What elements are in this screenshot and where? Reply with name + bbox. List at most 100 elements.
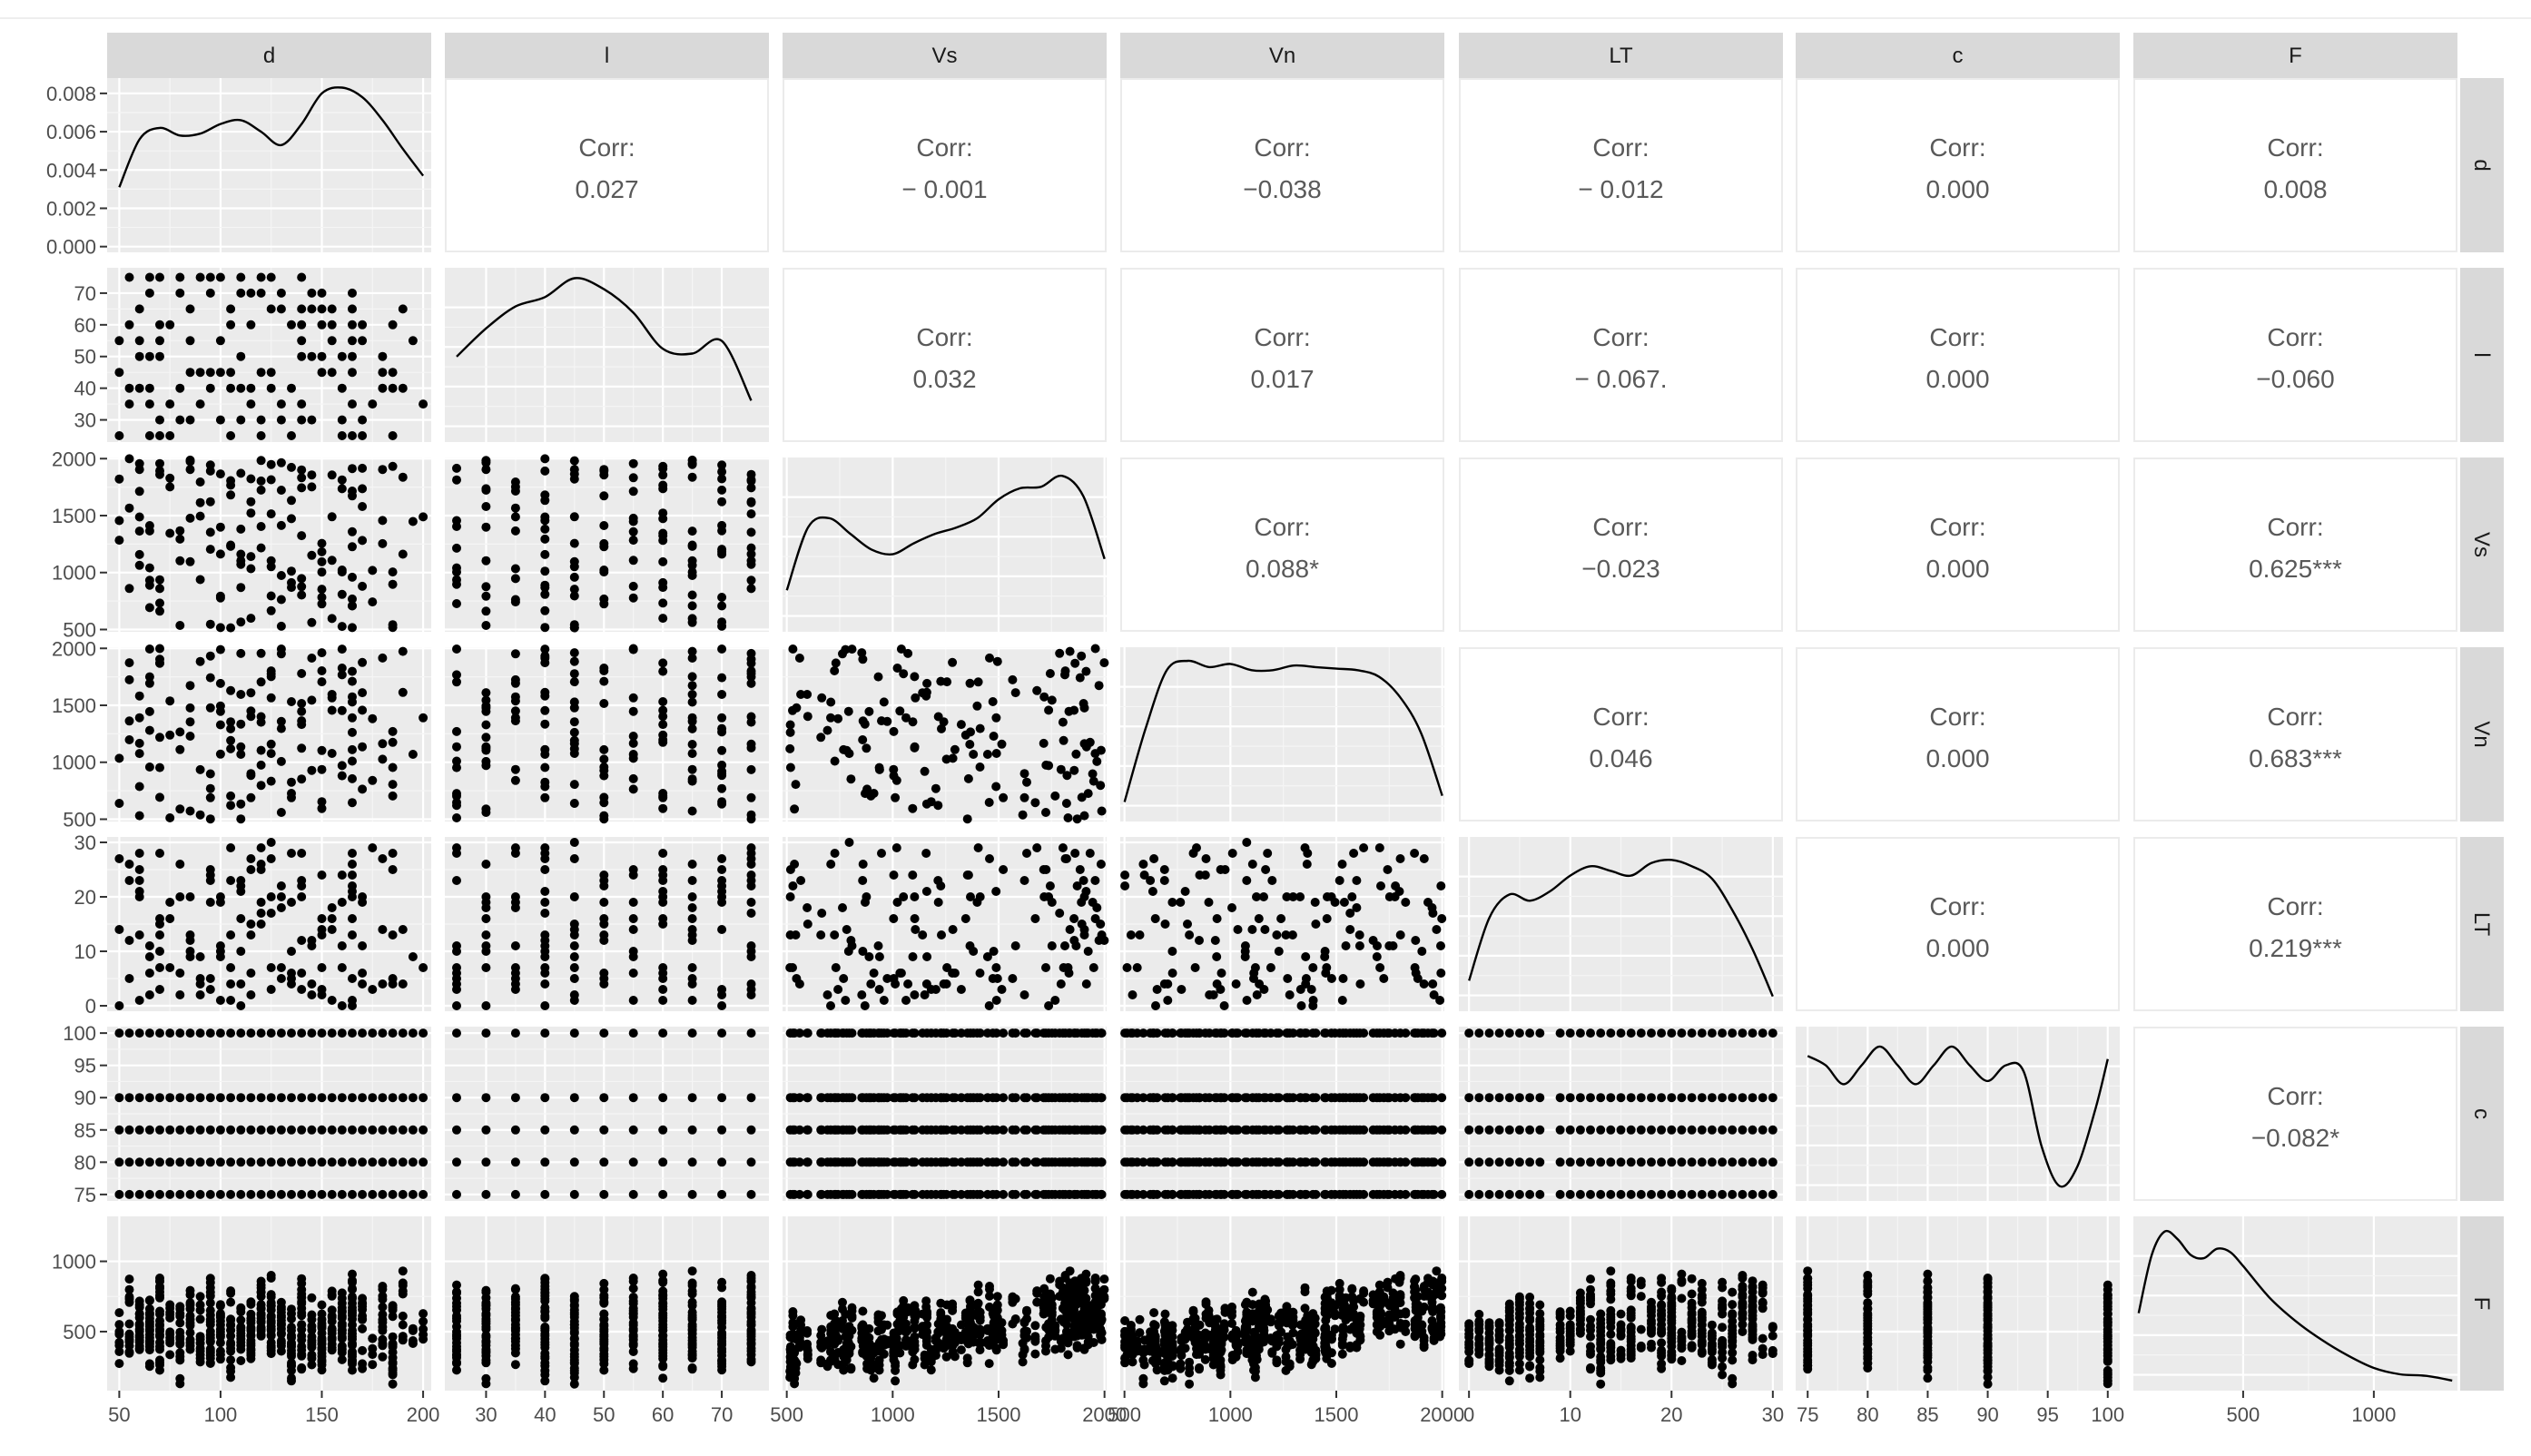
point	[788, 1307, 798, 1316]
point	[1401, 1307, 1411, 1317]
point	[165, 528, 175, 538]
point	[864, 1093, 874, 1103]
point	[205, 460, 215, 470]
point	[1768, 1125, 1778, 1135]
point	[236, 719, 246, 729]
point	[822, 725, 832, 735]
point	[1120, 1358, 1130, 1368]
point	[658, 920, 668, 929]
point	[1135, 930, 1145, 940]
panel-l-Vn: Corr:0.017	[1120, 268, 1444, 442]
point	[236, 1157, 246, 1167]
point	[1195, 1157, 1204, 1167]
point	[205, 792, 215, 802]
point	[746, 648, 756, 658]
point	[195, 952, 205, 961]
point	[215, 1189, 225, 1199]
point	[205, 1310, 215, 1320]
point	[933, 1338, 943, 1348]
point	[1050, 791, 1060, 801]
panel-Vn-d	[107, 644, 431, 824]
point	[746, 576, 756, 585]
point	[687, 590, 697, 600]
point	[226, 540, 236, 550]
point	[1050, 1325, 1060, 1335]
point	[746, 1093, 756, 1103]
point	[973, 1280, 983, 1290]
point	[1285, 1157, 1295, 1167]
point	[1301, 952, 1311, 961]
point	[155, 658, 164, 668]
point	[276, 963, 286, 972]
point	[1041, 808, 1050, 817]
point	[195, 810, 205, 820]
point	[889, 764, 899, 774]
point	[1283, 974, 1293, 983]
point	[918, 930, 928, 940]
point	[348, 1352, 357, 1362]
point	[1667, 1311, 1677, 1321]
point	[1274, 1338, 1284, 1347]
point	[908, 1028, 918, 1038]
point	[1586, 1332, 1595, 1342]
point	[985, 1291, 994, 1301]
point	[965, 1295, 975, 1305]
point	[817, 1324, 827, 1334]
corr-label: Corr:	[2267, 703, 2323, 731]
point	[1565, 1189, 1575, 1199]
panel-l-LT: Corr:− 0.067.	[1459, 268, 1783, 442]
point	[1738, 1093, 1748, 1103]
point	[307, 351, 317, 361]
point	[628, 1157, 638, 1167]
point	[266, 963, 276, 972]
point	[926, 1125, 936, 1135]
point	[236, 468, 246, 478]
point	[803, 690, 812, 699]
point	[1413, 1028, 1423, 1038]
point	[246, 771, 256, 781]
point	[746, 1304, 756, 1313]
point	[1525, 1093, 1535, 1103]
point	[1555, 1028, 1565, 1038]
point	[1728, 1322, 1738, 1332]
point	[408, 1339, 418, 1348]
point	[540, 1296, 550, 1306]
point	[569, 648, 579, 658]
point	[899, 669, 909, 679]
point	[317, 351, 327, 361]
point	[942, 677, 952, 687]
point	[599, 1028, 609, 1038]
point	[256, 431, 266, 440]
corr-label: Corr:	[2267, 133, 2323, 162]
point	[948, 1093, 958, 1103]
point	[510, 1304, 520, 1313]
point	[276, 571, 286, 580]
point	[452, 798, 461, 807]
point	[1575, 1189, 1585, 1199]
point	[452, 726, 461, 736]
point	[858, 1028, 868, 1038]
point	[307, 1093, 317, 1103]
point	[408, 750, 418, 759]
point	[1185, 1368, 1195, 1378]
point	[452, 1189, 461, 1199]
point	[510, 979, 520, 989]
point	[1374, 1280, 1384, 1290]
point	[1484, 1189, 1494, 1199]
point	[348, 399, 357, 409]
point	[1204, 898, 1214, 907]
point	[1718, 1304, 1728, 1313]
point	[246, 969, 256, 978]
point	[1311, 920, 1321, 929]
point	[540, 1028, 550, 1038]
point	[922, 952, 932, 961]
point	[1728, 1028, 1738, 1038]
point	[388, 762, 398, 772]
point	[1657, 1125, 1667, 1135]
point	[114, 1329, 124, 1339]
point	[510, 1294, 520, 1304]
point	[1071, 749, 1081, 759]
point	[785, 720, 795, 730]
point	[1055, 1189, 1065, 1199]
point	[816, 930, 826, 940]
